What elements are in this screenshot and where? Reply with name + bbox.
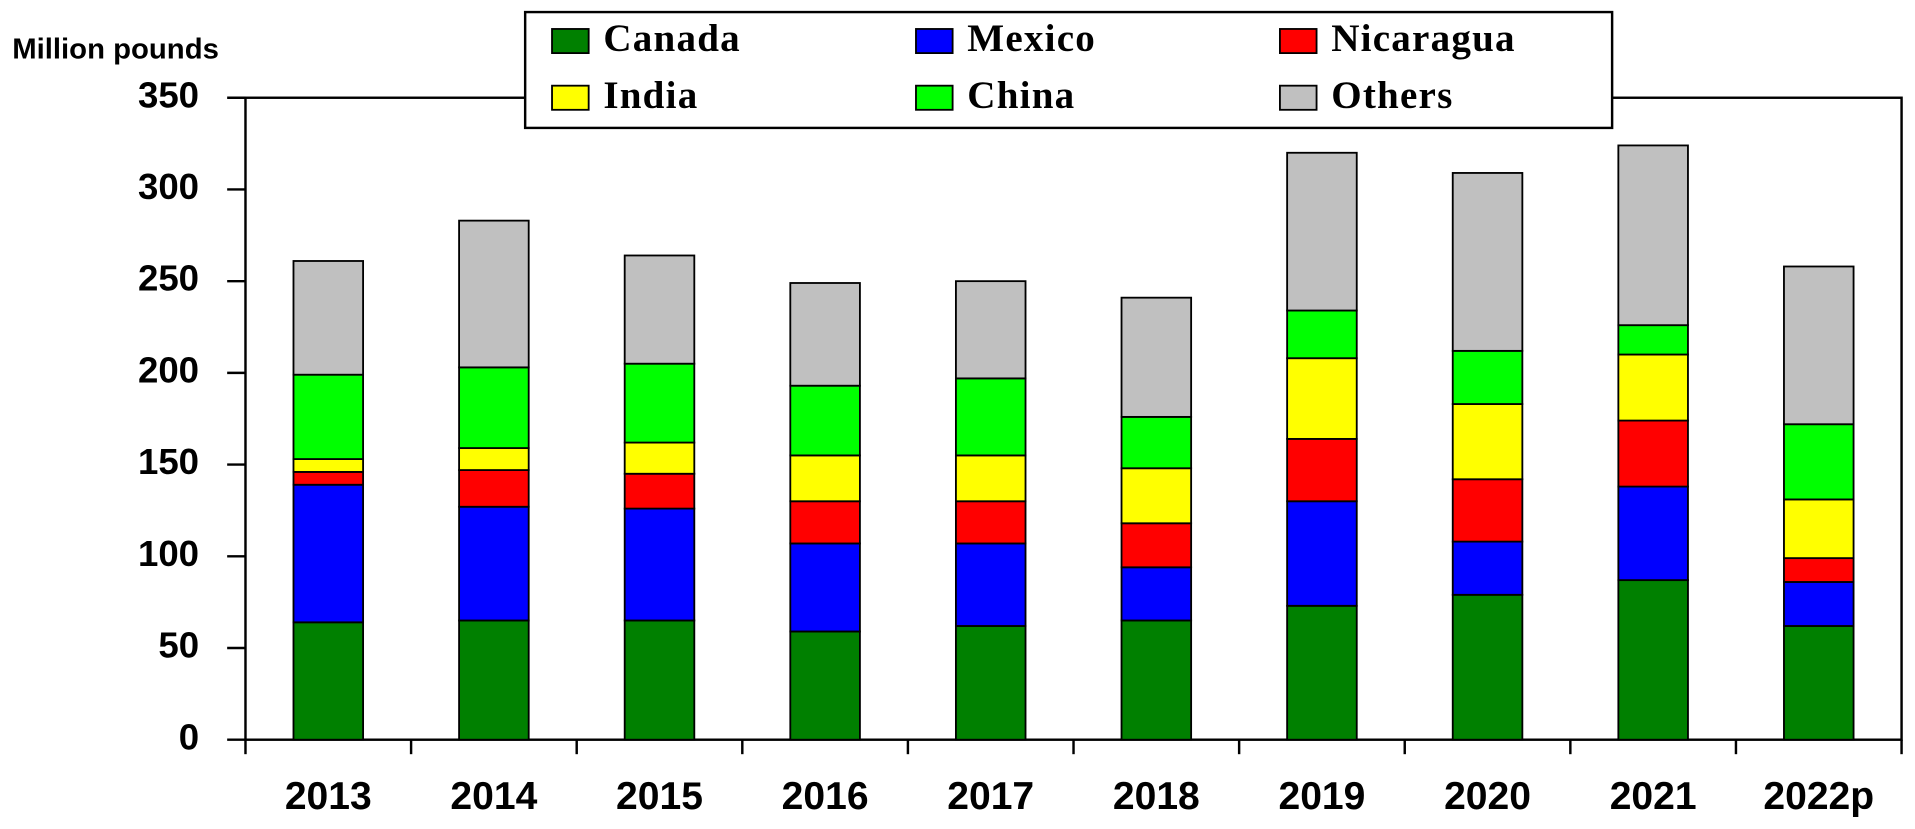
bar-segment: [1451, 478, 1524, 543]
legend-swatch: [551, 84, 590, 111]
x-tick-label: 2020: [1444, 775, 1531, 818]
bar-segment: [458, 619, 530, 741]
bar-segment: [789, 282, 861, 387]
y-tick-label: 200: [138, 350, 199, 391]
x-tick-label: 2019: [1278, 775, 1365, 818]
bar-segment: [1286, 437, 1358, 503]
bar-segment: [1617, 485, 1689, 582]
bar-segment: [1617, 419, 1689, 488]
bar-segment: [1783, 581, 1855, 627]
bar-segment: [1783, 498, 1855, 560]
x-tick-label: 2018: [1113, 775, 1200, 818]
bar-segment: [623, 472, 696, 510]
y-axis-label: Million pounds: [12, 33, 219, 65]
bar-segment: [1286, 604, 1358, 741]
bar-segment: [1617, 144, 1689, 327]
bar-segment: [789, 454, 861, 503]
bar-segment: [1451, 540, 1524, 596]
bar-segment: [458, 469, 530, 508]
bar-segment: [1783, 557, 1855, 583]
bar-segment: [789, 384, 861, 457]
bar-segment: [1451, 403, 1524, 481]
bar-segment: [1286, 309, 1358, 360]
bar-segment: [292, 483, 365, 624]
bar-segment: [292, 458, 365, 473]
legend-box: [523, 10, 1614, 130]
y-tick-label: 50: [158, 625, 199, 666]
bar-segment: [1286, 151, 1358, 312]
x-tick-label: 2021: [1610, 775, 1697, 818]
y-tick-label: 150: [138, 441, 199, 482]
legend-label: Others: [1331, 74, 1453, 117]
bar-segment: [1617, 324, 1689, 356]
bar-segment: [623, 254, 696, 365]
bar-segment: [1451, 593, 1524, 741]
bar-segment: [458, 447, 530, 471]
legend-swatch: [551, 28, 590, 54]
y-tick-label: 0: [179, 716, 199, 757]
bar-segment: [954, 625, 1027, 741]
bar-segment: [1120, 467, 1193, 525]
legend-label: India: [603, 74, 698, 117]
x-tick-label: 2015: [616, 775, 703, 818]
bar-segment: [1617, 579, 1689, 741]
bar-segment: [1286, 500, 1358, 607]
bar-segment: [623, 619, 696, 741]
bar-segment: [292, 471, 365, 486]
bar-segment: [1783, 625, 1855, 741]
bar-segment: [623, 362, 696, 444]
bar-segment: [954, 542, 1027, 627]
bar-segment: [1617, 353, 1689, 422]
bar-segment: [789, 500, 861, 545]
x-tick-label: 2017: [947, 775, 1034, 818]
x-tick-label: 2013: [285, 775, 372, 818]
x-tick-label: 2022p: [1763, 775, 1874, 818]
legend-label: China: [967, 74, 1075, 117]
bar-segment: [1451, 349, 1524, 405]
x-tick-label: 2014: [450, 775, 537, 818]
bar-segment: [1451, 172, 1524, 352]
legend-label: Mexico: [967, 17, 1096, 60]
bar-segment: [954, 500, 1027, 545]
y-tick-label: 350: [138, 75, 199, 116]
bar-segment: [458, 366, 530, 449]
bar-segment: [789, 542, 861, 633]
bar-segment: [292, 373, 365, 460]
bar-segment: [954, 377, 1027, 457]
bar-segment: [1286, 357, 1358, 440]
bar-segment: [954, 280, 1027, 380]
bar-segment: [1120, 566, 1193, 622]
bar-segment: [458, 505, 530, 622]
y-tick-label: 250: [138, 258, 199, 299]
bar-segment: [623, 507, 696, 622]
legend-swatch: [1279, 28, 1318, 54]
y-tick-label: 300: [138, 166, 199, 207]
bar-segment: [292, 260, 365, 376]
bar-segment: [1120, 415, 1193, 470]
legend-swatch: [915, 28, 954, 54]
bar-segment: [458, 219, 530, 369]
bar-segment: [1120, 619, 1193, 741]
bar-segment: [1783, 423, 1855, 501]
bar-segment: [789, 630, 861, 741]
bar-segment: [1120, 522, 1193, 569]
legend-label: Canada: [603, 17, 741, 60]
bar-segment: [623, 441, 696, 475]
legend-swatch: [1279, 84, 1318, 111]
y-tick-label: 100: [138, 533, 199, 574]
x-tick-label: 2016: [782, 775, 869, 818]
bar-segment: [1783, 265, 1855, 426]
legend-label: Nicaragua: [1331, 17, 1516, 60]
bar-segment: [954, 454, 1027, 503]
bar-segment: [292, 621, 365, 741]
bar-segment: [1120, 296, 1193, 418]
legend-swatch: [915, 84, 954, 111]
